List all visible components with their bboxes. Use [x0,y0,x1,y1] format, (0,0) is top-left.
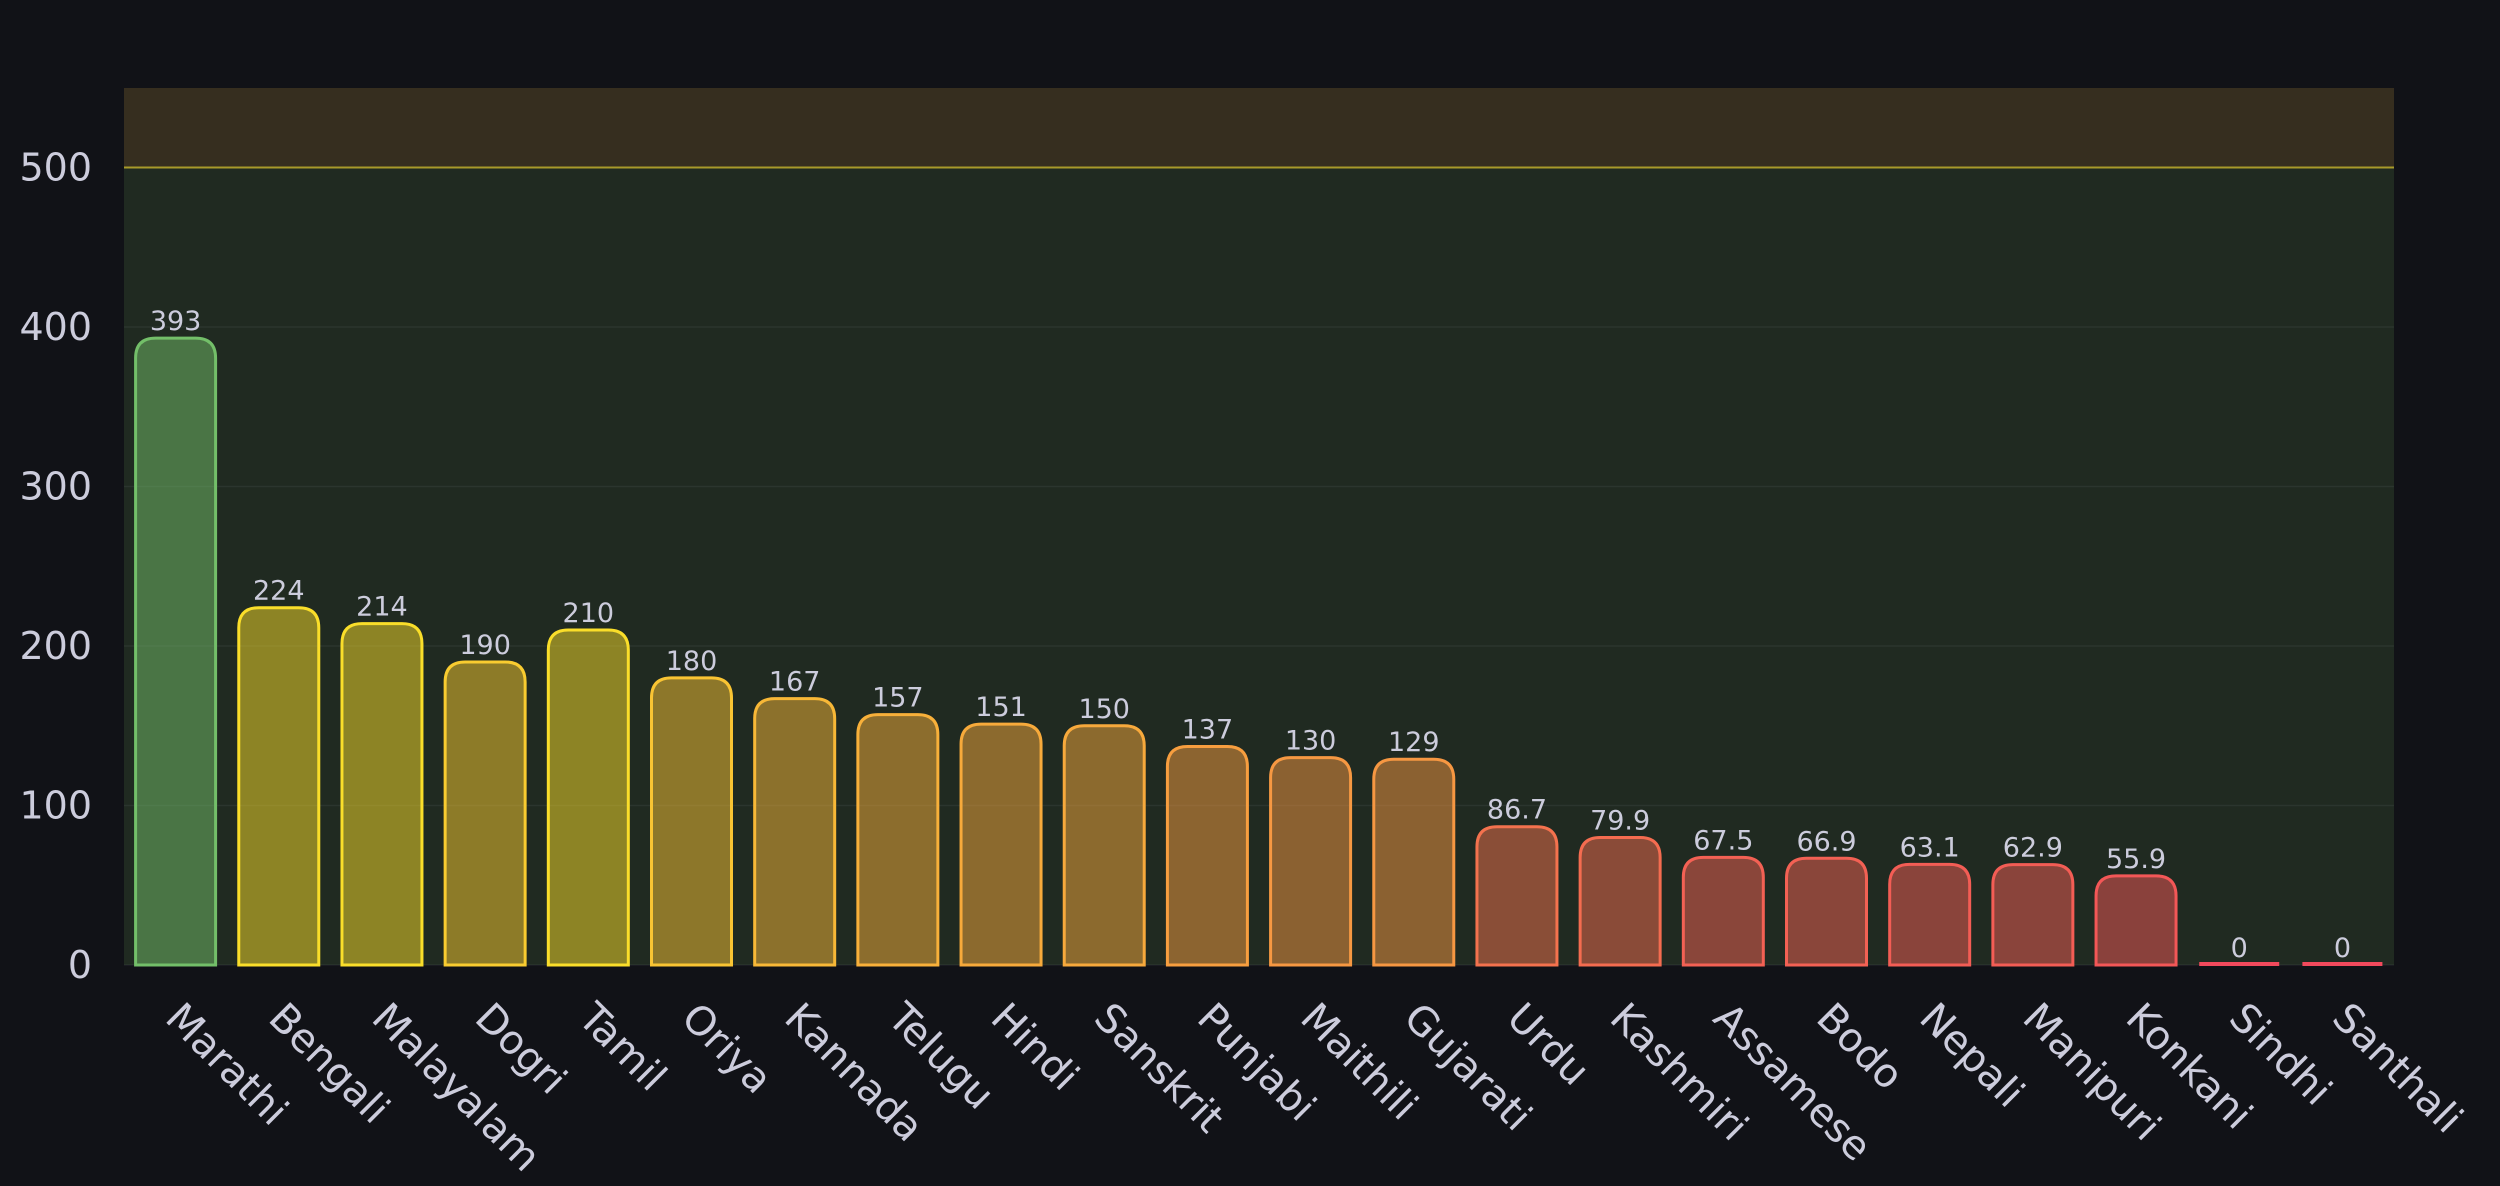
value-label: 180 [666,646,718,677]
value-label: 0 [2334,933,2351,964]
bar [1681,855,1765,967]
value-label: 210 [563,598,615,629]
value-label: 129 [1388,727,1440,758]
y-tick-label: 100 [19,784,92,828]
value-label: 137 [1182,714,1234,745]
bar [1475,825,1559,967]
value-label: 214 [356,592,408,623]
x-tick-label: Santhali [2323,995,2471,1143]
bar [546,628,630,967]
bar [2302,962,2383,966]
value-label: 0 [2231,933,2248,964]
bar [1062,724,1146,967]
bar [1991,863,2075,967]
bar [443,660,527,967]
y-tick-label: 300 [19,465,92,509]
bar [2094,874,2178,967]
bar [1372,757,1456,967]
bar [237,606,321,967]
value-label: 157 [872,683,924,714]
bar [1785,856,1868,967]
value-label: 130 [1285,726,1337,757]
bars [134,336,2383,967]
value-label: 62.9 [2003,833,2063,864]
value-label: 86.7 [1487,795,1547,826]
bar [856,713,940,967]
value-label: 151 [975,692,1027,723]
value-label: 79.9 [1590,806,1650,837]
value-labels: 393 224 214 190 210 180 167 157 151 150 137 130 129 8… [150,306,2351,964]
bar [1888,862,1972,967]
y-axis: 0 100 200 300 400 500 [19,146,92,988]
bar [959,722,1043,967]
x-axis: MarathiBengaliMalayalamDogriTamilOriyaKa… [157,994,2472,1181]
bar [1269,756,1353,967]
bar [340,622,424,967]
x-tick-label: Tamil [569,994,675,1100]
grid-lines [124,326,2394,966]
bar [1165,744,1249,967]
value-label: 393 [150,306,202,337]
value-label: 150 [1078,694,1130,725]
value-label: 55.9 [2106,844,2166,875]
bar [650,676,733,967]
bar [1578,836,1662,967]
x-tick-label: Nepali [1911,995,2033,1117]
bar [753,697,837,967]
y-tick-label: 0 [68,943,92,987]
value-label: 67.5 [1693,825,1753,856]
value-label: 167 [769,667,821,698]
value-label: 224 [253,576,305,607]
value-label: 63.1 [1900,832,1960,863]
value-label: 190 [459,630,511,661]
x-tick-label: Oriya [672,995,780,1103]
bar [134,336,218,967]
y-tick-label: 500 [19,146,92,190]
y-tick-label: 400 [19,305,92,349]
bar [2199,962,2280,966]
value-label: 66.9 [1796,826,1856,857]
y-tick-label: 200 [19,624,92,668]
region-above-threshold [124,88,2394,168]
